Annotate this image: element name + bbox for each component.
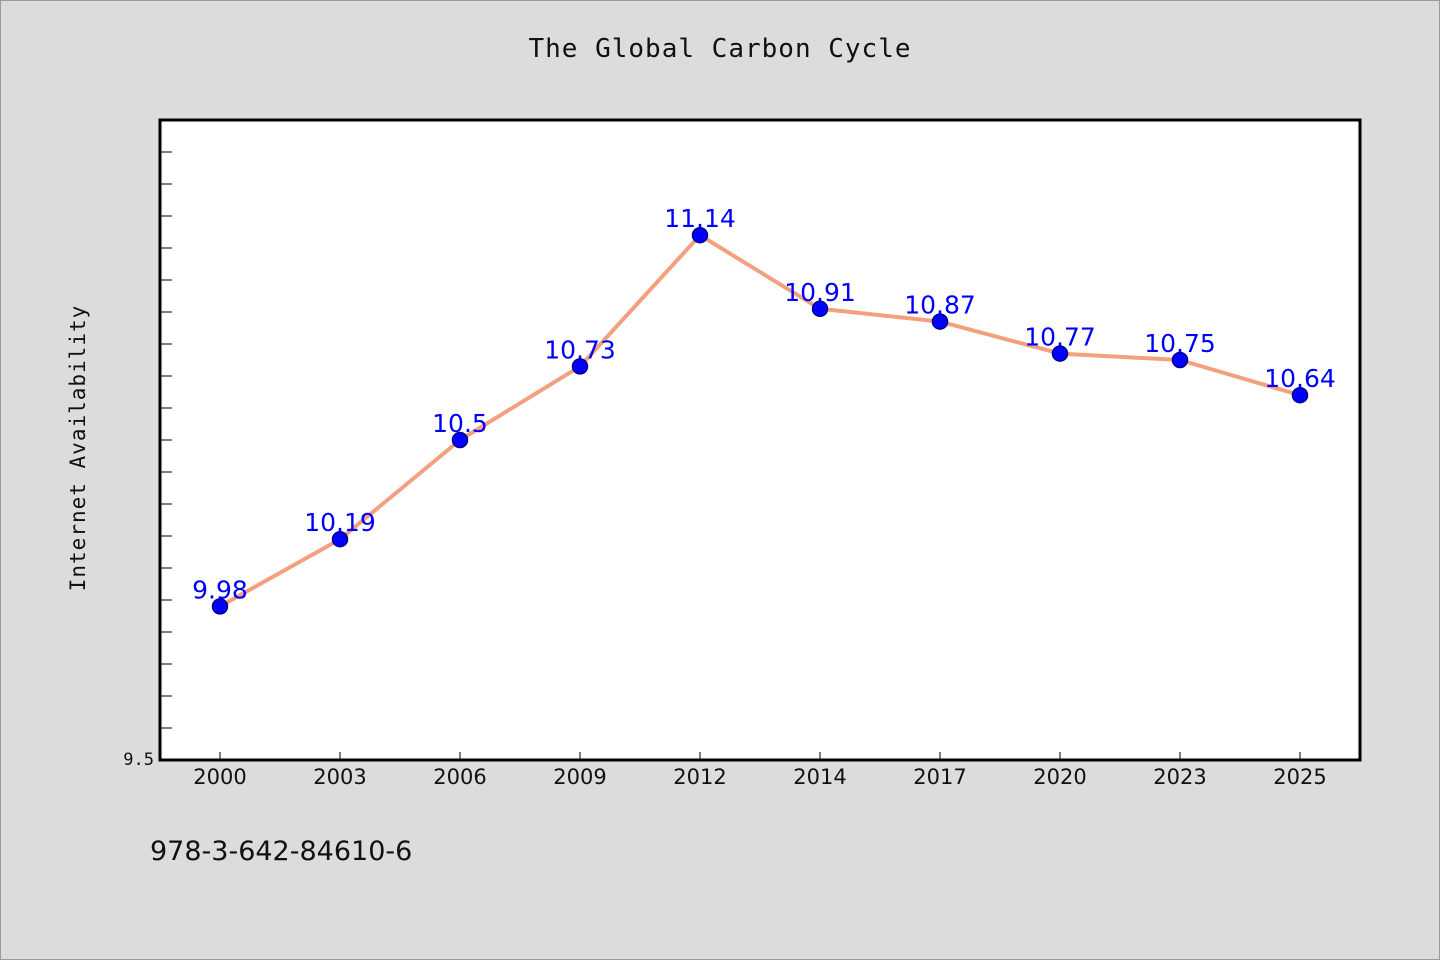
data-label: 10.77 xyxy=(1024,323,1096,352)
series-line xyxy=(218,233,1302,609)
data-label: 10.64 xyxy=(1264,364,1336,393)
data-label: 10.75 xyxy=(1144,329,1216,358)
data-point xyxy=(451,431,469,449)
data-point xyxy=(571,358,589,375)
y-minor-ticks xyxy=(160,151,172,729)
x-tick-label: 2000 xyxy=(193,765,246,789)
x-tick-label: 2014 xyxy=(793,765,846,789)
data-label: 10.91 xyxy=(784,278,856,307)
data-point xyxy=(1051,345,1069,362)
data-point xyxy=(931,313,949,330)
chart-title: The Global Carbon Cycle xyxy=(528,34,912,64)
data-label: 10.87 xyxy=(904,291,976,320)
x-tick-label: 2020 xyxy=(1033,765,1086,789)
data-markers xyxy=(211,226,1309,615)
data-point xyxy=(331,530,349,548)
x-tick-label: 2025 xyxy=(1273,765,1326,789)
plot-area xyxy=(158,118,1362,762)
x-tick-label: 2009 xyxy=(553,765,606,789)
x-tick-label: 2012 xyxy=(673,765,726,789)
x-ticks xyxy=(219,752,1301,760)
data-label: 10.5 xyxy=(432,409,488,438)
x-tick-label: 2003 xyxy=(313,765,366,789)
y-tick-label: 9.5 xyxy=(123,750,154,770)
x-tick-label: 2023 xyxy=(1153,765,1206,789)
data-point xyxy=(691,226,709,244)
data-label: 10.19 xyxy=(304,508,376,537)
data-labels: 9.98 10.19 10.5 10.73 11.14 10.91 10.87 10.77 10… xyxy=(192,204,1336,604)
data-label: 9.98 xyxy=(192,575,248,604)
x-tick-label: 2006 xyxy=(433,765,486,789)
data-point xyxy=(1171,351,1189,369)
data-point xyxy=(811,300,829,318)
y-tick-labels: 9.5 xyxy=(123,750,154,770)
data-label: 10.73 xyxy=(544,335,616,364)
data-point xyxy=(1291,386,1309,404)
data-point xyxy=(211,598,229,615)
footer-isbn: 978-3-642-84610-6 xyxy=(150,836,413,867)
x-tick-labels: 2000 2003 2006 2009 2012 2014 2017 2020 2023 2025 xyxy=(193,765,1326,789)
data-label: 11.14 xyxy=(664,204,736,233)
x-tick-label: 2017 xyxy=(913,765,966,789)
